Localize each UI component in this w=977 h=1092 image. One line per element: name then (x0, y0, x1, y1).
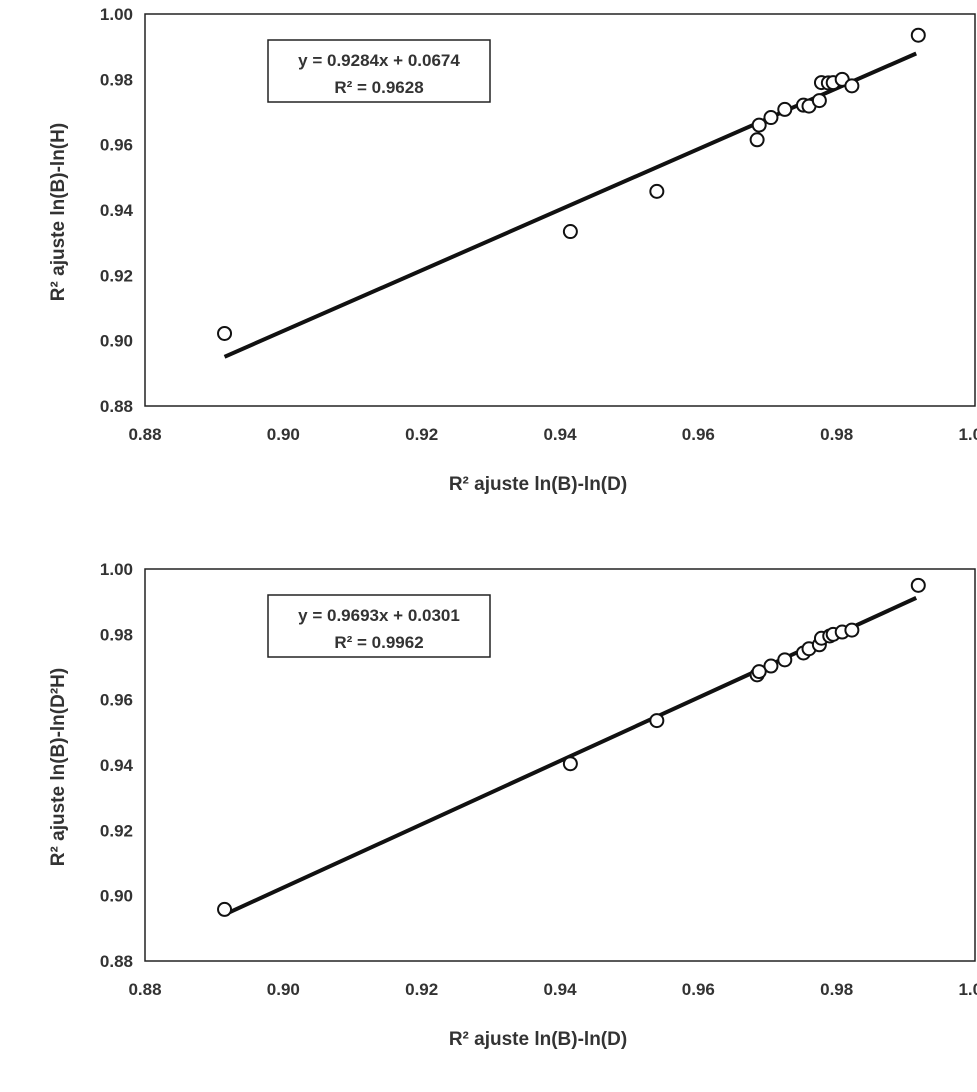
data-points (217, 27, 926, 341)
data-points (217, 577, 926, 917)
y-tick-label: 0.96 (100, 136, 133, 155)
x-tick-label: 0.94 (543, 425, 577, 444)
x-tick-label: 0.88 (128, 980, 161, 999)
y-tick-label: 0.92 (100, 266, 133, 285)
y-tick-label: 0.98 (100, 70, 133, 89)
x-tick-label: 0.92 (405, 980, 438, 999)
data-point (749, 132, 765, 148)
r-squared-label: R² = 0.9962 (334, 633, 423, 652)
y-tick-labels: 0.88 0.90 0.92 0.94 0.96 0.98 1.00 (100, 5, 134, 416)
data-point (910, 577, 926, 593)
x-tick-labels: 0.88 0.90 0.92 0.94 0.96 0.98 1.00 (128, 980, 977, 999)
equation-box: y = 0.9284x + 0.0674 R² = 0.9628 (267, 39, 491, 103)
y-tick-label: 0.90 (100, 887, 133, 906)
y-tick-label: 0.94 (100, 201, 134, 220)
data-point (562, 756, 578, 772)
trend-equation: y = 0.9693x + 0.0301 (298, 606, 460, 625)
y-axis-title: R² ajuste ln(B)-ln(H) (48, 123, 69, 301)
chart-top-svg: 0.88 0.90 0.92 0.94 0.96 0.98 1.00 0.88 0.90 0.9… (48, 5, 977, 495)
x-tick-label: 0.98 (820, 980, 853, 999)
x-tick-label: 0.92 (405, 425, 438, 444)
chart-bottom-svg: 0.88 0.90 0.92 0.94 0.96 0.98 1.00 0.88 0.90 0.9… (48, 560, 977, 1050)
scatter-chart-top: 0.88 0.90 0.92 0.94 0.96 0.98 1.00 0.88 0.90 0.9… (0, 0, 977, 537)
data-point (811, 93, 827, 109)
y-tick-label: 1.00 (100, 560, 133, 579)
data-point (649, 183, 665, 199)
y-axis-title: R² ajuste ln(B)-ln(D²H) (48, 668, 69, 866)
x-tick-label: 0.90 (267, 425, 300, 444)
data-point (217, 901, 233, 917)
x-axis-title: R² ajuste ln(B)-ln(D) (449, 474, 627, 495)
data-point (751, 117, 767, 133)
data-point (763, 658, 779, 674)
x-tick-labels: 0.88 0.90 0.92 0.94 0.96 0.98 1.00 (128, 425, 977, 444)
x-tick-label: 0.96 (682, 980, 715, 999)
data-point (751, 664, 767, 680)
x-tick-label: 1.00 (958, 425, 977, 444)
trend-equation: y = 0.9284x + 0.0674 (298, 51, 460, 70)
x-axis-title: R² ajuste ln(B)-ln(D) (449, 1029, 627, 1050)
data-point (777, 101, 793, 117)
y-tick-label: 0.90 (100, 332, 133, 351)
data-point (763, 110, 779, 126)
y-tick-label: 0.94 (100, 756, 134, 775)
data-point (910, 27, 926, 43)
y-tick-label: 0.88 (100, 397, 133, 416)
y-tick-label: 0.92 (100, 821, 133, 840)
data-point (562, 224, 578, 240)
x-tick-label: 0.96 (682, 425, 715, 444)
y-tick-label: 1.00 (100, 5, 133, 24)
scatter-chart-bottom: 0.88 0.90 0.92 0.94 0.96 0.98 1.00 0.88 0.90 0.9… (0, 555, 977, 1092)
y-tick-label: 0.98 (100, 625, 133, 644)
data-point (777, 652, 793, 668)
data-point (844, 78, 860, 94)
y-tick-label: 0.88 (100, 952, 133, 971)
equation-box: y = 0.9693x + 0.0301 R² = 0.9962 (267, 594, 491, 658)
x-tick-label: 0.98 (820, 425, 853, 444)
x-tick-label: 1.00 (958, 980, 977, 999)
data-point (844, 622, 860, 638)
data-point (649, 713, 665, 729)
x-tick-label: 0.90 (267, 980, 300, 999)
data-point (217, 325, 233, 341)
x-tick-label: 0.94 (543, 980, 577, 999)
y-tick-labels: 0.88 0.90 0.92 0.94 0.96 0.98 1.00 (100, 560, 134, 971)
y-tick-label: 0.96 (100, 691, 133, 710)
r-squared-label: R² = 0.9628 (334, 78, 423, 97)
x-tick-label: 0.88 (128, 425, 161, 444)
